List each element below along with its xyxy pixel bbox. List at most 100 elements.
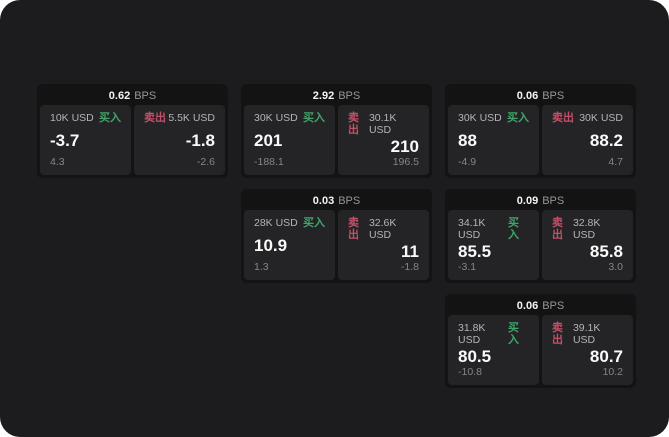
- quote-card: 0.62 BPS 10K USD 买入 -3.7 4.3 卖出 5.5K USD…: [37, 84, 228, 178]
- buy-panel-top: 34.1K USD 买入: [458, 217, 529, 241]
- bps-unit-label: BPS: [542, 300, 565, 312]
- sell-panel-top: 卖出 32.8K USD: [552, 217, 623, 241]
- buy-panel[interactable]: 31.8K USD 买入 80.5 -10.8: [448, 315, 539, 385]
- quote-card: 0.09 BPS 34.1K USD 买入 85.5 -3.1 卖出 32.8K…: [445, 189, 636, 283]
- buy-sub-value: -10.8: [458, 366, 482, 378]
- sell-panel[interactable]: 卖出 30K USD 88.2 4.7: [542, 105, 633, 175]
- buy-sub-value: 4.3: [50, 156, 65, 168]
- sell-panel[interactable]: 卖出 39.1K USD 80.7 10.2: [542, 315, 633, 385]
- sell-panel[interactable]: 卖出 5.5K USD -1.8 -2.6: [134, 105, 225, 175]
- buy-price: 80.5: [458, 346, 492, 366]
- sell-amount: 30.1K USD: [368, 112, 397, 136]
- buy-panel-top: 30K USD 买入: [458, 112, 529, 124]
- bps-unit-label: BPS: [134, 90, 157, 102]
- sell-sub-value: 3.0: [608, 261, 623, 273]
- sell-panel-top: 卖出 30.1K USD: [348, 112, 419, 136]
- quote-panels: 30K USD 买入 201 -188.1 卖出 30.1K USD 210 1…: [244, 105, 429, 175]
- buy-panel-top: 10K USD 买入: [50, 112, 121, 124]
- quote-card: 0.03 BPS 28K USD 买入 10.9 1.3 卖出 32.6K US…: [241, 189, 432, 283]
- sell-panel-top: 卖出 32.6K USD: [348, 217, 419, 241]
- bps-value: 0.62: [108, 90, 131, 102]
- buy-sub-value: -4.9: [458, 156, 477, 168]
- bps-value: 2.92: [312, 90, 335, 102]
- buy-price: -3.7: [50, 130, 80, 150]
- buy-label: 买入: [303, 217, 325, 229]
- sell-panel-top: 卖出 30K USD: [552, 112, 623, 124]
- sell-amount: 5.5K USD: [168, 112, 215, 124]
- sell-label: 卖出: [348, 217, 359, 241]
- sell-amount: 32.8K USD: [572, 217, 601, 241]
- sell-sub-value: 4.7: [608, 156, 623, 168]
- buy-amount: 30K USD: [254, 112, 298, 124]
- buy-panel[interactable]: 34.1K USD 买入 85.5 -3.1: [448, 210, 539, 280]
- sell-label: 卖出: [552, 112, 574, 124]
- buy-amount: 31.8K USD: [458, 322, 486, 346]
- buy-panel-top: 30K USD 买入: [254, 112, 325, 124]
- sell-panel[interactable]: 卖出 32.8K USD 85.8 3.0: [542, 210, 633, 280]
- quote-card: 2.92 BPS 30K USD 买入 201 -188.1 卖出 30.1K …: [241, 84, 432, 178]
- quote-card: 0.06 BPS 31.8K USD 买入 80.5 -10.8 卖出 39.1…: [445, 294, 636, 388]
- buy-label: 买入: [99, 112, 121, 124]
- sell-label: 卖出: [348, 112, 359, 136]
- sell-price: 80.7: [589, 346, 623, 366]
- buy-amount: 30K USD: [458, 112, 502, 124]
- sell-sub-value: 10.2: [602, 366, 623, 378]
- sell-price: -1.8: [185, 130, 215, 150]
- bps-value: 0.06: [516, 90, 539, 102]
- bps-header: 2.92 BPS: [244, 87, 429, 105]
- buy-sub-value: -3.1: [458, 261, 477, 273]
- sell-amount: 32.6K USD: [368, 217, 397, 241]
- sell-price: 88.2: [589, 130, 623, 150]
- quote-panels: 10K USD 买入 -3.7 4.3 卖出 5.5K USD -1.8 -2.…: [40, 105, 225, 175]
- sell-price: 210: [390, 136, 419, 156]
- quote-panels: 28K USD 买入 10.9 1.3 卖出 32.6K USD 11 -1.8: [244, 210, 429, 280]
- sell-panel-top: 卖出 5.5K USD: [144, 112, 215, 124]
- bps-unit-label: BPS: [338, 90, 361, 102]
- buy-panel[interactable]: 28K USD 买入 10.9 1.3: [244, 210, 335, 280]
- sell-label: 卖出: [552, 322, 563, 346]
- buy-panel[interactable]: 30K USD 买入 201 -188.1: [244, 105, 335, 175]
- bps-value: 0.06: [516, 300, 539, 312]
- buy-sub-value: 1.3: [254, 261, 269, 273]
- buy-panel[interactable]: 30K USD 买入 88 -4.9: [448, 105, 539, 175]
- bps-value: 0.03: [312, 195, 335, 207]
- buy-sub-value: -188.1: [254, 156, 284, 168]
- buy-price: 88: [458, 130, 477, 150]
- bps-unit-label: BPS: [542, 90, 565, 102]
- buy-amount: 34.1K USD: [458, 217, 486, 241]
- sell-panel[interactable]: 卖出 32.6K USD 11 -1.8: [338, 210, 429, 280]
- bps-unit-label: BPS: [338, 195, 361, 207]
- bps-header: 0.09 BPS: [448, 192, 633, 210]
- buy-label: 买入: [303, 112, 325, 124]
- bps-value: 0.09: [516, 195, 539, 207]
- sell-label: 卖出: [552, 217, 563, 241]
- quote-panels: 30K USD 买入 88 -4.9 卖出 30K USD 88.2 4.7: [448, 105, 633, 175]
- sell-sub-value: -1.8: [400, 261, 419, 273]
- buy-panel-top: 31.8K USD 买入: [458, 322, 529, 346]
- sell-sub-value: 196.5: [392, 156, 419, 168]
- quote-panels: 34.1K USD 买入 85.5 -3.1 卖出 32.8K USD 85.8…: [448, 210, 633, 280]
- sell-panel-top: 卖出 39.1K USD: [552, 322, 623, 346]
- cards-grid: 0.62 BPS 10K USD 买入 -3.7 4.3 卖出 5.5K USD…: [37, 84, 636, 388]
- bps-header: 0.06 BPS: [448, 87, 633, 105]
- bps-header: 0.03 BPS: [244, 192, 429, 210]
- buy-panel[interactable]: 10K USD 买入 -3.7 4.3: [40, 105, 131, 175]
- sell-amount: 39.1K USD: [572, 322, 601, 346]
- buy-label: 买入: [508, 217, 520, 241]
- quote-card: 0.06 BPS 30K USD 买入 88 -4.9 卖出 30K USD 8…: [445, 84, 636, 178]
- sell-label: 卖出: [144, 112, 166, 124]
- sell-price: 85.8: [589, 241, 623, 261]
- buy-price: 85.5: [458, 241, 492, 261]
- buy-label: 买入: [507, 112, 529, 124]
- buy-price: 201: [254, 130, 283, 150]
- sell-sub-value: -2.6: [196, 156, 215, 168]
- buy-price: 10.9: [254, 235, 288, 255]
- sell-price: 11: [401, 241, 419, 261]
- sell-amount: 30K USD: [579, 112, 623, 124]
- sell-panel[interactable]: 卖出 30.1K USD 210 196.5: [338, 105, 429, 175]
- quote-panels: 31.8K USD 买入 80.5 -10.8 卖出 39.1K USD 80.…: [448, 315, 633, 385]
- buy-amount: 10K USD: [50, 112, 94, 124]
- buy-amount: 28K USD: [254, 217, 298, 229]
- buy-panel-top: 28K USD 买入: [254, 217, 325, 229]
- bps-header: 0.06 BPS: [448, 297, 633, 315]
